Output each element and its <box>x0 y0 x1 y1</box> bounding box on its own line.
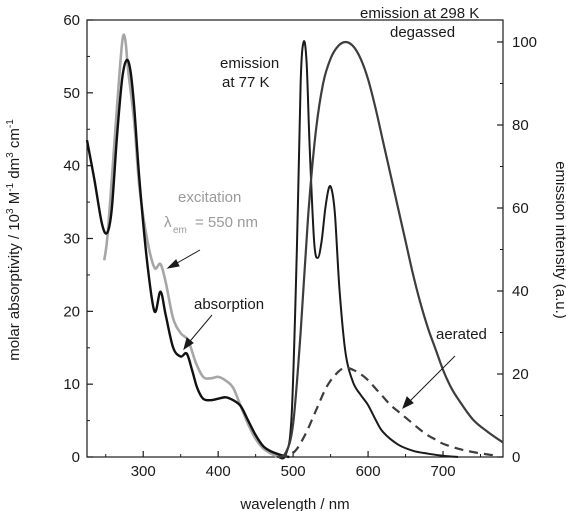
y-left-axis-ticks: 0 10 20 30 40 50 60 <box>63 12 93 466</box>
y-right-tick-label: 40 <box>512 283 529 300</box>
y-left-tick-label: 40 <box>63 158 80 175</box>
x-tick-label: 500 <box>281 463 306 480</box>
y-left-tick-label: 30 <box>63 231 80 248</box>
y-left-axis-title: molar absorptivity / 103 M-1 dm3 cm-1 <box>5 119 23 361</box>
aerated-label: aerated <box>436 326 487 343</box>
y-left-tick-label: 10 <box>63 376 80 393</box>
y-right-axis-title: emission intensity (a.u.) <box>552 161 566 319</box>
y-left-title-main: molar absorptivity / 10 <box>6 214 23 361</box>
excitation-arrowhead <box>166 259 180 269</box>
y-right-tick-label: 100 <box>512 34 537 51</box>
x-tick-label: 700 <box>431 463 456 480</box>
excitation-lambda: λ <box>164 214 172 231</box>
absorption-label: absorption <box>194 296 264 313</box>
y-right-tick-label: 0 <box>512 449 520 466</box>
y-right-tick-label: 60 <box>512 200 529 217</box>
y-left-tick-label: 60 <box>63 12 80 29</box>
emission-298k-label-line2: degassed <box>390 24 455 41</box>
x-axis-ticks: 300 400 500 600 700 <box>105 451 482 480</box>
y-left-title-mid3: cm <box>6 128 23 152</box>
x-tick-label: 600 <box>356 463 381 480</box>
y-left-tick-label: 50 <box>63 85 80 102</box>
x-axis-title: wavelength / nm <box>239 496 349 511</box>
excitation-lambda-subscript: em <box>173 225 187 236</box>
emission-77k-label-line2: at 77 K <box>222 74 270 91</box>
emission-77k-series-line <box>277 40 459 460</box>
x-tick-label: 400 <box>206 463 231 480</box>
y-left-title-sup1: 3 <box>5 208 16 214</box>
y-right-tick-label: 80 <box>512 117 529 134</box>
emission-298k-series-line <box>276 40 504 459</box>
plot-frame <box>86 19 504 458</box>
y-left-title-sup3: 3 <box>5 152 16 158</box>
y-left-tick-label: 0 <box>72 449 80 466</box>
emission-77k-label-line1: emission <box>220 55 279 72</box>
annotation-arrows <box>166 249 456 410</box>
y-left-title-sup4: -1 <box>5 119 16 128</box>
y-left-title-sup2: -1 <box>5 182 16 191</box>
excitation-label: excitation <box>178 189 241 206</box>
aerated-arrowhead <box>402 396 414 410</box>
x-tick-label: 300 <box>131 463 156 480</box>
y-left-title-mid2: dm <box>6 158 23 183</box>
excitation-value: = 550 nm <box>195 214 258 231</box>
aerated-series-line <box>277 366 496 459</box>
aerated-arrow <box>404 355 456 407</box>
absorption-series-line <box>85 58 290 459</box>
y-left-title-mid1: M <box>6 192 23 209</box>
emission-298k-label-line1: emission at 298 K <box>360 5 479 22</box>
y-right-tick-label: 20 <box>512 366 529 383</box>
absorption-arrowhead <box>183 337 194 351</box>
y-right-axis-ticks: 0 20 40 60 80 100 <box>497 34 537 466</box>
excitation-series-line <box>102 33 279 459</box>
y-left-tick-label: 20 <box>63 303 80 320</box>
